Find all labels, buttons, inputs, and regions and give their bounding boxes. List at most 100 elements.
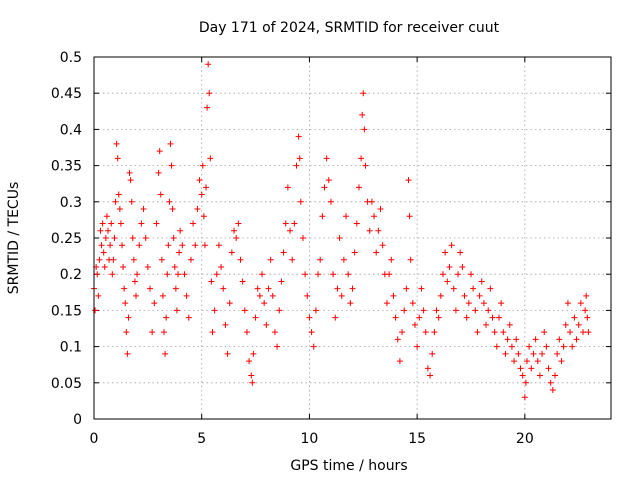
data-point <box>403 285 410 292</box>
data-point <box>368 198 375 205</box>
data-point <box>551 372 558 379</box>
data-point <box>401 307 408 314</box>
data-point <box>276 307 283 314</box>
data-point <box>483 321 490 328</box>
x-axis-label: GPS time / hours <box>290 458 407 474</box>
y-tick-label: 0.5 <box>60 50 82 66</box>
data-point <box>103 213 110 220</box>
data-point <box>157 191 164 198</box>
data-point <box>128 198 135 205</box>
data-point <box>97 227 104 234</box>
data-point <box>508 343 515 350</box>
data-point <box>98 242 105 249</box>
data-point <box>327 198 334 205</box>
data-point <box>220 285 227 292</box>
data-point <box>181 271 188 278</box>
data-point <box>149 329 156 336</box>
data-point <box>532 336 539 343</box>
chart-title: Day 171 of 2024, SRMTID for receiver cuu… <box>199 20 500 36</box>
data-point <box>406 213 413 220</box>
data-point <box>94 271 101 278</box>
data-point <box>319 213 326 220</box>
data-point <box>560 343 567 350</box>
data-point <box>254 285 261 292</box>
data-point <box>583 292 590 299</box>
data-point <box>295 133 302 140</box>
y-axis-label: SRMTID / TECUs <box>6 182 22 295</box>
data-point <box>541 329 548 336</box>
data-point <box>554 350 561 357</box>
data-point <box>317 256 324 263</box>
data-point <box>284 184 291 191</box>
data-point <box>224 350 231 357</box>
data-point <box>124 350 131 357</box>
data-point <box>420 307 427 314</box>
data-point <box>252 314 259 321</box>
data-point <box>131 278 138 285</box>
data-point <box>424 365 431 372</box>
data-point <box>123 329 130 336</box>
y-tick-label: 0.45 <box>51 86 82 102</box>
data-point <box>439 271 446 278</box>
y-tick-label: 0.15 <box>51 303 82 319</box>
data-point <box>366 227 373 234</box>
data-point <box>414 343 421 350</box>
data-point <box>162 350 169 357</box>
data-point <box>274 343 281 350</box>
data-point <box>112 198 119 205</box>
data-point <box>192 242 199 249</box>
data-point <box>575 321 582 328</box>
data-point <box>302 271 309 278</box>
data-point <box>323 155 330 162</box>
data-point <box>259 271 266 278</box>
data-point <box>147 285 154 292</box>
data-point <box>504 336 511 343</box>
data-point <box>585 329 592 336</box>
data-point <box>105 227 112 234</box>
x-tick-label: 5 <box>197 431 206 447</box>
data-point <box>334 285 341 292</box>
data-point <box>332 314 339 321</box>
data-point <box>579 329 586 336</box>
data-point <box>151 300 158 307</box>
data-point <box>556 336 563 343</box>
data-point <box>113 140 120 147</box>
data-point <box>175 271 182 278</box>
data-point <box>519 372 526 379</box>
data-point <box>530 350 537 357</box>
y-tick-label: 0.1 <box>60 340 82 356</box>
data-point <box>165 242 172 249</box>
data-point <box>308 329 315 336</box>
data-point <box>375 227 382 234</box>
x-tick-label: 15 <box>408 431 426 447</box>
data-point <box>99 220 106 227</box>
data-point <box>517 365 524 372</box>
data-point <box>177 227 184 234</box>
data-point <box>495 314 502 321</box>
data-point <box>167 140 174 147</box>
data-point <box>194 206 201 213</box>
data-point <box>444 278 451 285</box>
data-point <box>513 336 520 343</box>
data-point <box>179 242 186 249</box>
data-point <box>267 256 274 263</box>
x-tick-label: 10 <box>301 431 319 447</box>
data-point <box>235 220 242 227</box>
data-point <box>185 314 192 321</box>
data-point <box>429 350 436 357</box>
data-point <box>211 307 218 314</box>
data-point <box>158 256 165 263</box>
data-point <box>396 358 403 365</box>
y-tick-label: 0.3 <box>60 195 82 211</box>
data-point <box>166 198 173 205</box>
data-point <box>122 300 129 307</box>
data-point <box>248 372 255 379</box>
data-point <box>215 242 222 249</box>
data-point <box>170 235 177 241</box>
data-point <box>291 220 298 227</box>
data-point <box>116 206 123 213</box>
data-point <box>558 358 565 365</box>
data-point <box>299 235 306 241</box>
data-point <box>117 220 124 227</box>
